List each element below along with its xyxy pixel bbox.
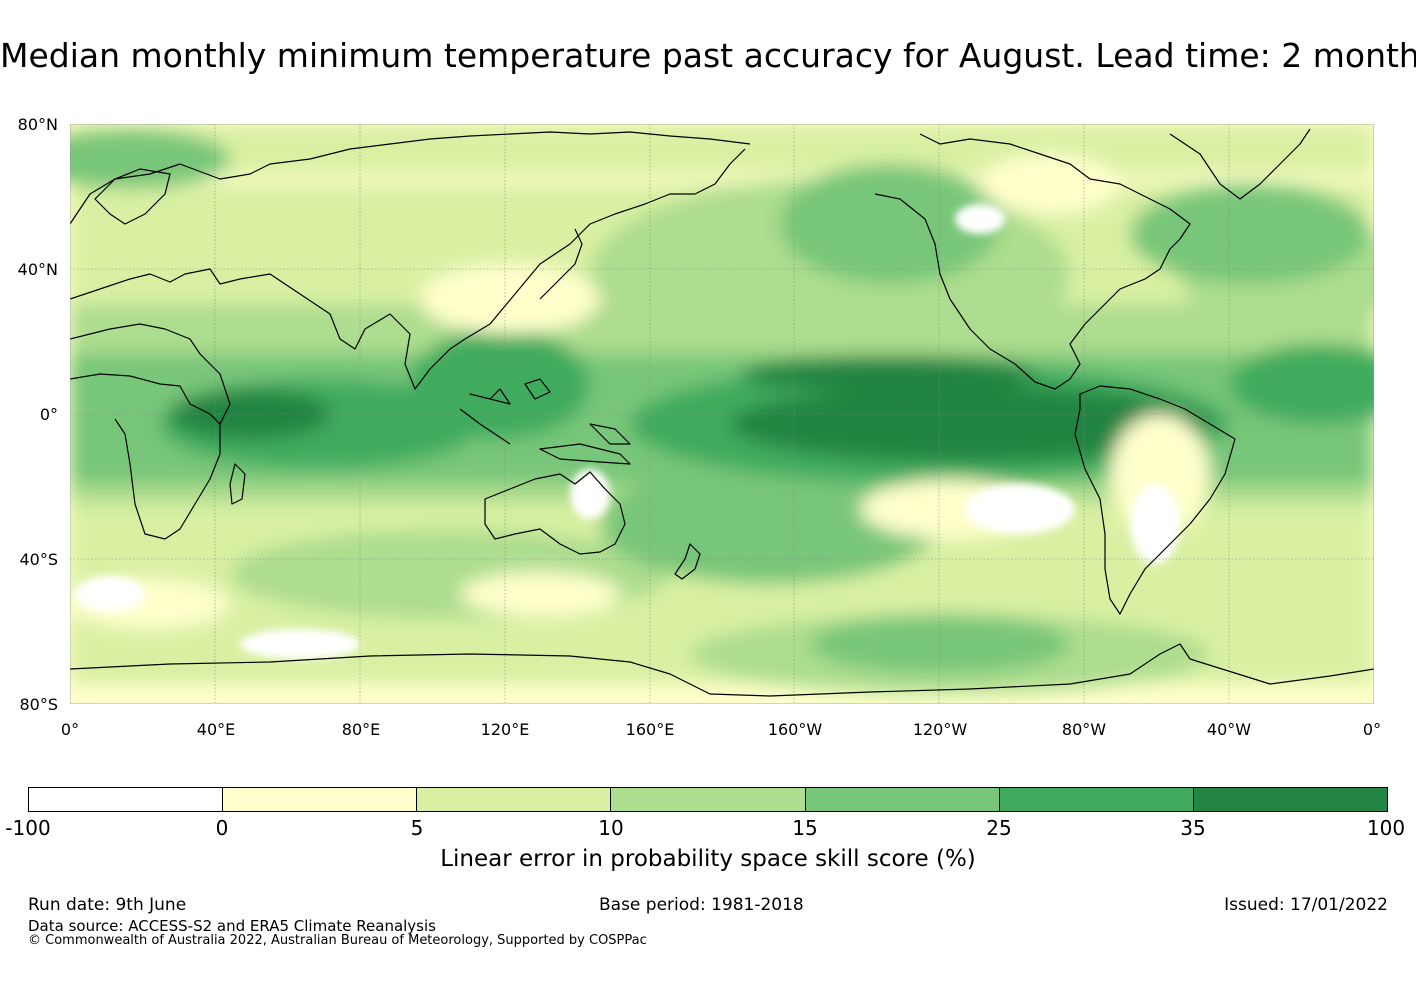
lon-label-120e: 120°E: [480, 720, 530, 739]
low-skill-whites: [75, 204, 1180, 659]
lat-label-40s: 40°S: [19, 550, 58, 569]
colorbar-tick: 35: [1180, 816, 1206, 840]
colorbar-segment: [611, 788, 806, 811]
colorbar-tick: 10: [598, 816, 624, 840]
lon-label-0: 0°: [60, 720, 80, 739]
lon-label-160e: 160°E: [625, 720, 675, 739]
lat-label-80n: 80°N: [17, 115, 58, 134]
issued-date: Issued: 17/01/2022: [1224, 895, 1388, 915]
skill-score-map: [70, 124, 1374, 704]
colorbar-label: Linear error in probability space skill …: [440, 846, 976, 872]
lon-label-120w: 120°W: [912, 720, 968, 739]
colorbar-tick: 0: [215, 816, 229, 840]
gridlines: [70, 124, 1374, 704]
colorbar-segment: [417, 788, 612, 811]
colorbar: [28, 787, 1388, 812]
map-title: Median monthly minimum temperature past …: [0, 36, 1416, 75]
copyright: © Commonwealth of Australia 2022, Austra…: [28, 933, 647, 948]
lon-label-80w: 80°W: [1061, 720, 1107, 739]
colorbar-tick: 25: [986, 816, 1012, 840]
colorbar-segment: [999, 788, 1194, 811]
lat-label-equator: 0°: [39, 405, 58, 424]
base-period: Base period: 1981-2018: [599, 895, 804, 915]
colorbar-tick: 15: [792, 816, 818, 840]
lon-label-40e: 40°E: [196, 720, 236, 739]
colorbar-tick: 100: [1366, 816, 1406, 840]
lat-label-40n: 40°N: [17, 260, 58, 279]
lon-label-0-right: 0°: [1362, 720, 1382, 739]
colorbar-segment: [805, 788, 1000, 811]
coastlines: [70, 128, 1374, 697]
colorbar-tick: 5: [410, 816, 424, 840]
data-source: Data source: ACCESS-S2 and ERA5 Climate …: [28, 917, 436, 935]
colorbar-segment: [29, 788, 224, 811]
lon-label-40w: 40°W: [1206, 720, 1252, 739]
colorbar-tick: -100: [5, 816, 51, 840]
lat-label-80s: 80°S: [19, 695, 58, 714]
colorbar-segment: [223, 788, 418, 811]
lon-label-80e: 80°E: [341, 720, 381, 739]
lon-label-160w: 160°W: [767, 720, 823, 739]
colorbar-segment: [1193, 788, 1387, 811]
skill-field: [70, 124, 1374, 694]
run-date: Run date: 9th June: [28, 895, 187, 915]
